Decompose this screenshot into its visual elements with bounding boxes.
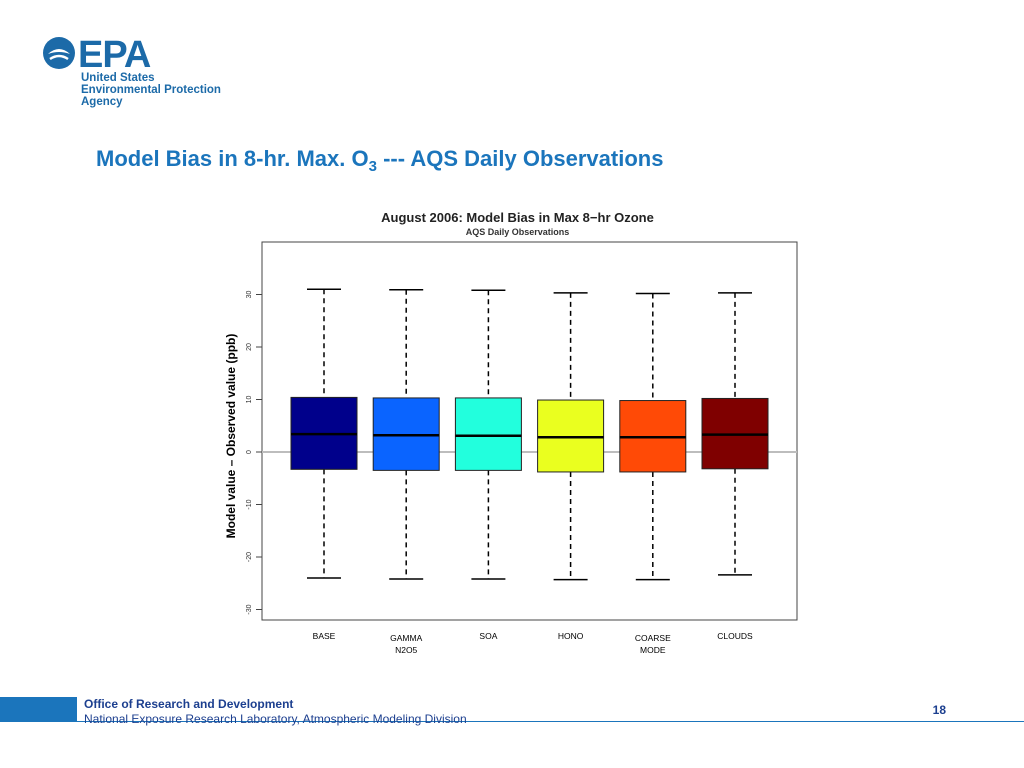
box-gamma-n2o5	[372, 289, 440, 580]
epa-flower-icon	[43, 37, 75, 69]
slide-title-main: Model Bias in 8-hr. Max. O	[96, 146, 369, 171]
x-category-label: BASE	[313, 631, 336, 641]
box-body	[537, 399, 605, 473]
y-axis-label: Model value – Observed value (ppb)	[224, 334, 238, 539]
x-category-label: HONO	[558, 631, 584, 641]
box-body	[454, 397, 522, 471]
x-category-label: GAMMA	[390, 633, 422, 643]
box-clouds	[701, 292, 769, 576]
slide-title-suffix: --- AQS Daily Observations	[376, 146, 664, 171]
x-category-label: COARSE	[635, 633, 671, 643]
y-tick-label: -30	[246, 604, 253, 614]
box-base	[290, 288, 358, 579]
epa-wordmark: EPA	[78, 34, 151, 72]
chart-title: August 2006: Model Bias in Max 8−hr Ozon…	[381, 210, 654, 225]
y-tick-label: 0	[246, 450, 253, 454]
footer-lab: National Exposure Research Laboratory, A…	[84, 712, 467, 726]
y-tick-label: 10	[246, 396, 253, 404]
footer-accent-bar	[0, 697, 77, 722]
x-category-label: MODE	[640, 645, 666, 655]
y-tick-label: 30	[246, 291, 253, 299]
chart-subtitle: AQS Daily Observations	[466, 227, 570, 237]
x-category-label: N2O5	[395, 645, 417, 655]
x-category-label: SOA	[479, 631, 497, 641]
y-tick-label: -10	[246, 499, 253, 509]
x-category-label: CLOUDS	[717, 631, 753, 641]
page-number: 18	[932, 703, 946, 717]
box-coarse-mode	[619, 292, 687, 581]
slide-title: Model Bias in 8-hr. Max. O3 --- AQS Dail…	[96, 146, 663, 175]
agency-name: United States Environmental Protection A…	[81, 72, 221, 108]
box-hono	[537, 292, 605, 581]
box-soa	[454, 289, 522, 580]
box-plot-chart: August 2006: Model Bias in Max 8−hr Ozon…	[224, 210, 798, 655]
y-tick-label: 20	[246, 343, 253, 351]
agency-line-2: Environmental Protection	[81, 84, 221, 96]
epa-logo-mark: EPA	[43, 34, 152, 72]
footer-office: Office of Research and Development	[84, 697, 294, 711]
agency-line-3: Agency	[81, 96, 123, 108]
plot-frame	[261, 241, 798, 621]
agency-line-1: United States	[81, 72, 155, 84]
footer-divider	[77, 721, 1024, 722]
slide-title-subscript: 3	[368, 158, 377, 175]
y-tick-label: -20	[246, 552, 253, 562]
